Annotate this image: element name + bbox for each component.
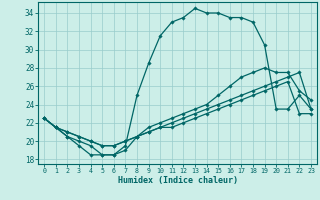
- X-axis label: Humidex (Indice chaleur): Humidex (Indice chaleur): [118, 176, 238, 185]
